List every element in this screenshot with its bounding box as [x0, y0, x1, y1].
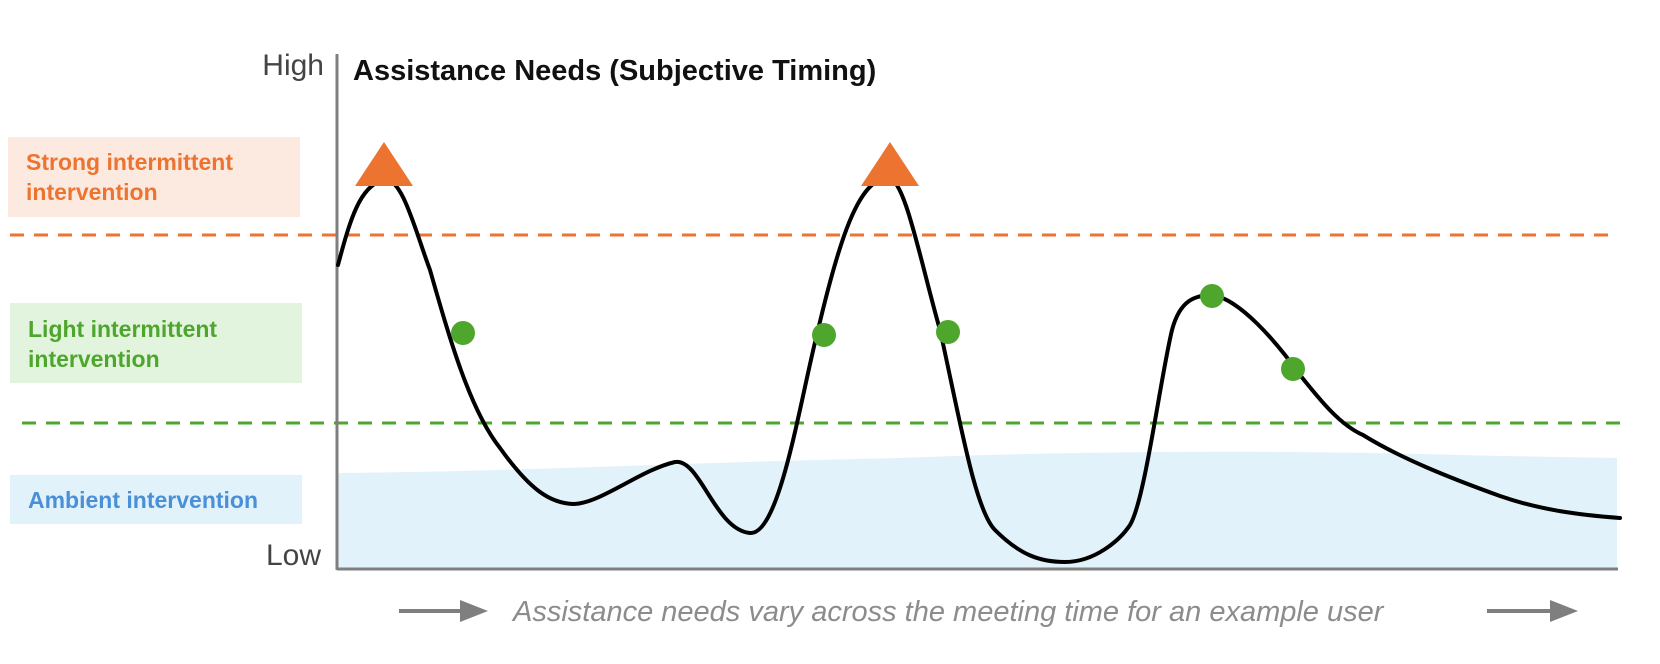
ambient-band-label: Ambient intervention	[28, 487, 258, 513]
chart-title: Assistance Needs (Subjective Timing)	[353, 55, 876, 87]
y-axis-low-label: Low	[266, 539, 321, 572]
light-band-label-box: Light intermittent intervention	[10, 303, 302, 383]
y-axis-high-label: High	[262, 49, 324, 82]
caption-right-arrow	[1487, 600, 1578, 622]
light-marker-1	[451, 321, 475, 345]
strong-band-label: Strong intermittent intervention	[26, 149, 239, 205]
light-marker-2	[812, 323, 836, 347]
strong-band-label-box: Strong intermittent intervention	[8, 137, 300, 217]
strong-marker-1	[355, 142, 413, 186]
ambient-region	[337, 451, 1617, 569]
light-marker-3	[936, 320, 960, 344]
light-marker-5	[1281, 357, 1305, 381]
light-band-label: Light intermittent intervention	[28, 316, 223, 372]
strong-marker-2	[861, 142, 919, 186]
light-marker-4	[1200, 284, 1224, 308]
timeline-caption: Assistance needs vary across the meeting…	[511, 596, 1385, 628]
ambient-band-label-box: Ambient intervention	[10, 475, 302, 524]
caption-left-arrow	[399, 600, 488, 622]
